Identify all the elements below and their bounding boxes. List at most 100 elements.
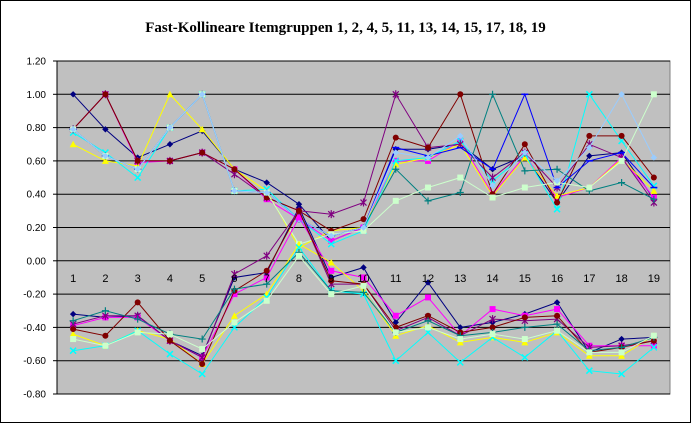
data-point — [457, 132, 464, 140]
data-point — [198, 125, 206, 133]
data-point — [585, 90, 593, 98]
data-point — [295, 252, 302, 259]
data-point — [618, 132, 625, 139]
data-point — [198, 91, 206, 98]
data-point — [102, 126, 109, 133]
data-point — [102, 152, 109, 160]
data-point — [554, 312, 561, 319]
y-tick-label: 1.20 — [27, 57, 47, 68]
data-point — [392, 90, 400, 99]
data-point — [425, 184, 432, 191]
data-point — [618, 352, 626, 359]
x-tick-label: 8 — [296, 273, 302, 285]
data-point — [327, 258, 335, 266]
data-point — [69, 310, 77, 318]
data-point — [166, 157, 173, 164]
data-point — [521, 154, 529, 161]
data-point — [553, 192, 561, 199]
data-point — [392, 197, 399, 204]
data-point — [586, 132, 593, 139]
data-point — [328, 237, 335, 244]
data-point — [618, 349, 625, 356]
data-point — [199, 361, 206, 368]
data-point — [134, 157, 141, 164]
data-point — [489, 194, 496, 201]
data-point — [360, 264, 367, 271]
data-point — [360, 282, 367, 289]
data-point — [134, 174, 142, 182]
data-point — [166, 350, 174, 358]
x-tick-label: 6 — [231, 273, 237, 285]
data-point — [360, 198, 367, 207]
data-point — [425, 324, 432, 331]
data-point — [360, 274, 367, 281]
x-tick-label: 19 — [648, 273, 660, 285]
data-point — [618, 179, 626, 187]
data-point — [392, 324, 399, 331]
data-point — [231, 319, 238, 326]
data-point — [553, 299, 561, 306]
x-tick-label: 12 — [422, 273, 434, 285]
data-point — [456, 189, 464, 197]
data-point — [134, 299, 141, 306]
data-point — [650, 187, 658, 194]
data-point — [263, 274, 270, 281]
x-tick-label: 14 — [486, 273, 498, 285]
data-point — [328, 267, 335, 274]
data-point — [199, 149, 206, 156]
data-point — [327, 240, 335, 248]
data-point — [457, 324, 464, 331]
y-tick-label: 0.60 — [27, 156, 47, 167]
data-point — [360, 227, 367, 234]
x-tick-label: 4 — [167, 273, 173, 285]
data-point — [553, 165, 561, 173]
data-point — [650, 91, 657, 98]
y-tick-label: -0.60 — [23, 356, 46, 367]
y-axis: 1.20 1.00 0.80 0.60 0.40 0.20 0.00 -0.20 -0.40 -0… — [23, 57, 58, 401]
data-point — [166, 90, 174, 98]
data-point — [650, 342, 657, 349]
data-point — [521, 336, 528, 343]
data-point — [586, 349, 593, 356]
x-axis-labels: 1 2 3 4 5 6 7 8 9 10 11 12 13 14 15 16 17 18 19 — [70, 273, 660, 285]
data-point — [521, 141, 528, 148]
data-point — [69, 347, 77, 355]
data-point — [328, 232, 335, 240]
data-point — [69, 126, 77, 133]
data-point — [295, 243, 303, 252]
data-point — [166, 124, 174, 131]
data-point — [328, 291, 335, 298]
data-point — [424, 279, 432, 286]
data-point — [392, 329, 399, 336]
data-point — [231, 187, 238, 195]
data-point — [360, 288, 367, 296]
x-tick-label: 7 — [264, 273, 270, 285]
data-point — [360, 216, 367, 223]
data-point — [70, 336, 77, 343]
data-point — [489, 324, 496, 331]
data-point — [650, 343, 658, 351]
data-point — [521, 314, 528, 321]
data-point — [166, 337, 173, 344]
data-point — [392, 134, 399, 141]
data-point — [489, 173, 496, 182]
data-point — [263, 251, 271, 260]
data-point — [101, 157, 109, 164]
data-point — [166, 141, 174, 148]
data-point — [263, 194, 270, 201]
data-point — [650, 174, 657, 181]
data-point — [424, 317, 432, 325]
data-point — [457, 174, 464, 181]
data-point — [263, 280, 271, 288]
data-point — [425, 144, 432, 151]
data-point — [166, 331, 173, 338]
data-point — [457, 336, 464, 343]
data-point — [101, 307, 109, 315]
data-point — [230, 312, 238, 319]
data-point — [650, 154, 658, 161]
data-point — [554, 199, 561, 206]
data-point — [521, 338, 529, 346]
data-point — [263, 179, 270, 186]
data-point — [553, 177, 561, 185]
data-point — [231, 166, 238, 173]
